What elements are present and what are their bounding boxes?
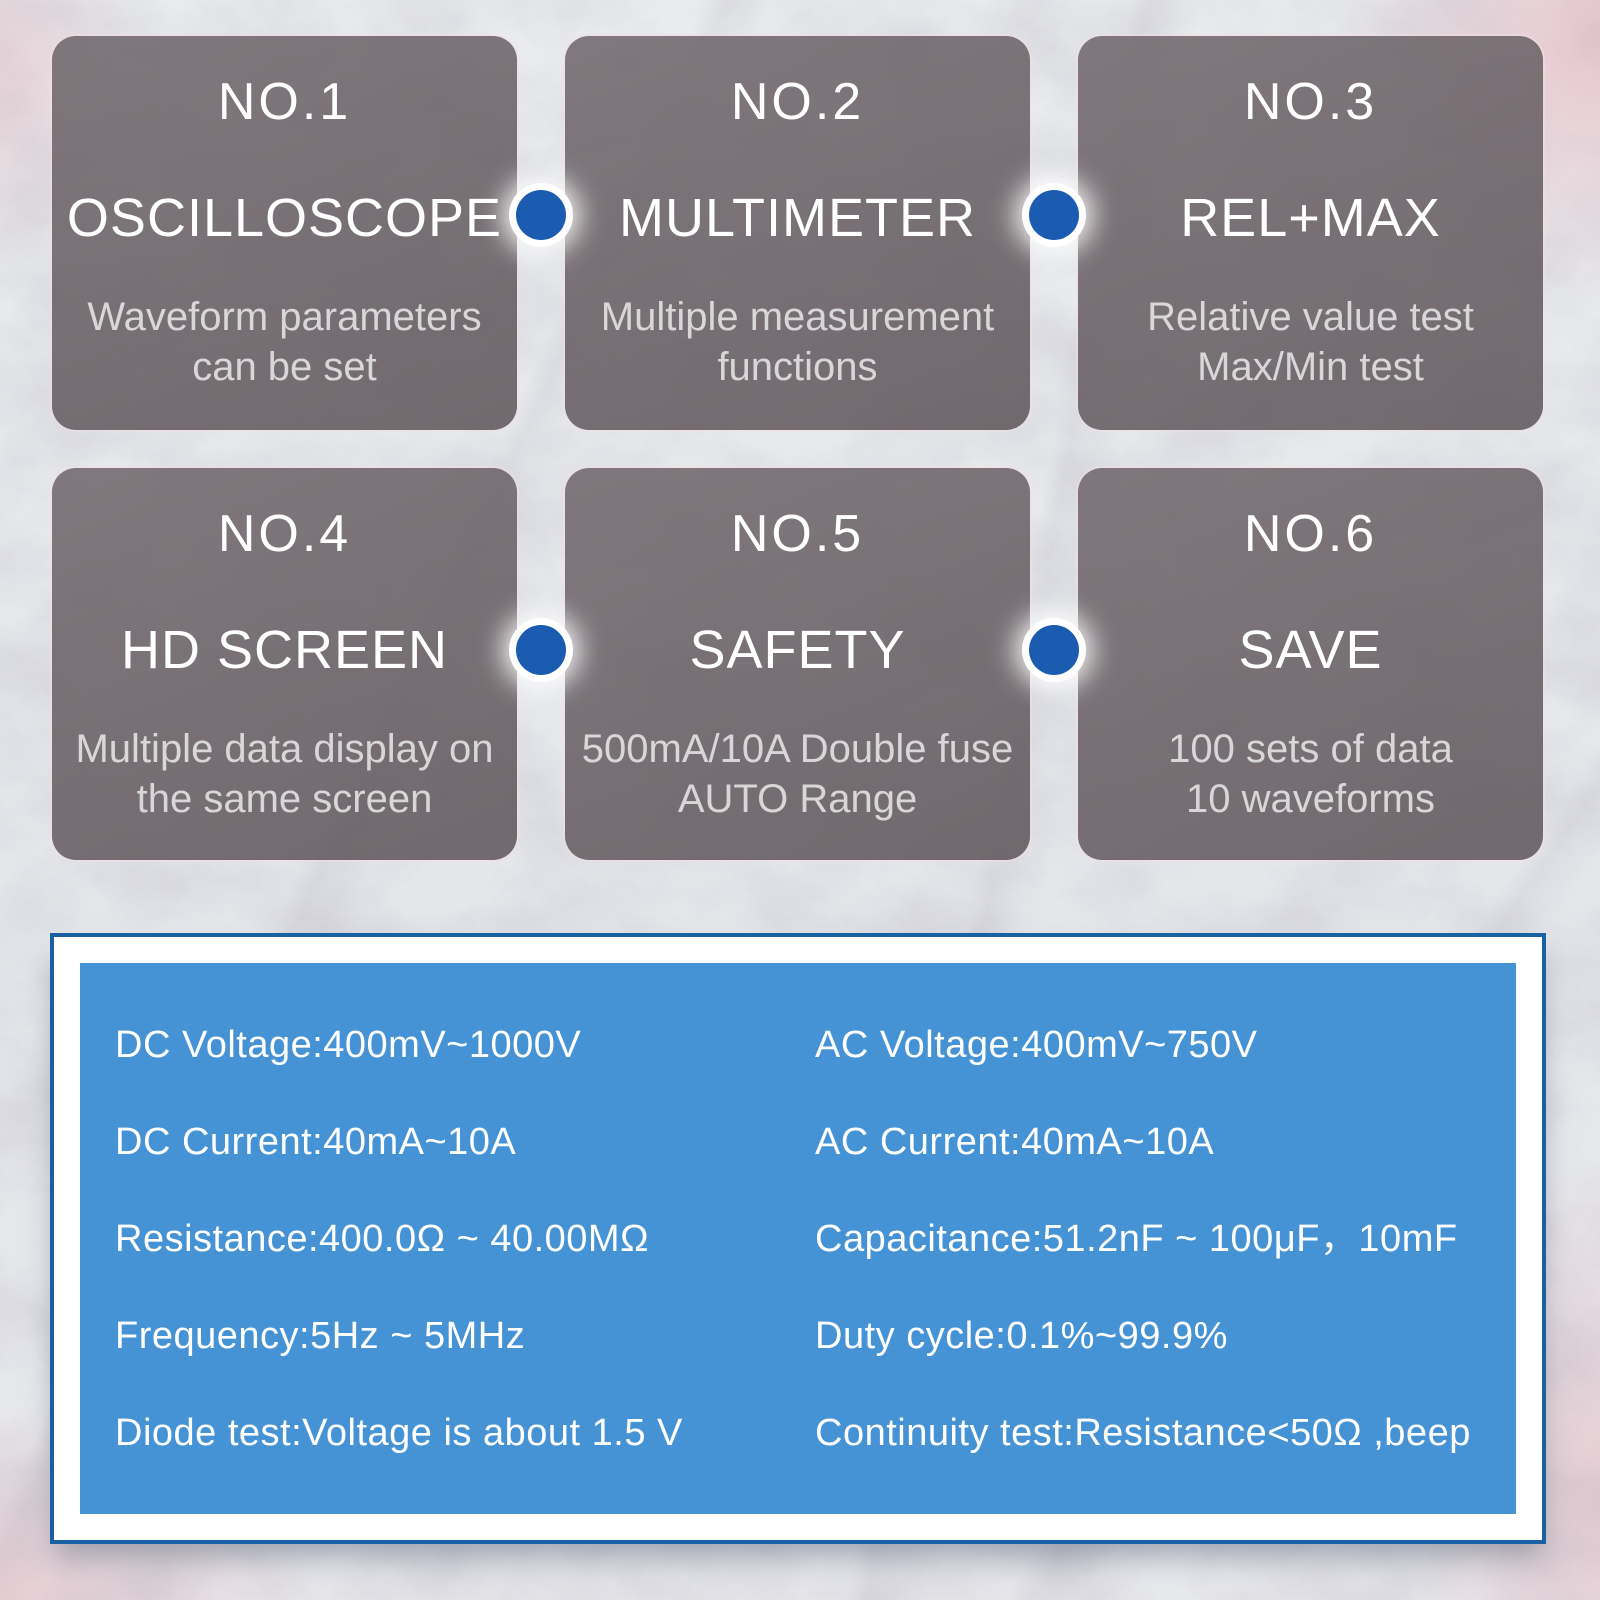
feature-title: MULTIMETER: [619, 188, 976, 248]
feature-number: NO.6: [1243, 505, 1378, 563]
spec-item-dc-current: DC Current:40mA~10A: [115, 1121, 517, 1163]
spec-item-resistance: Resistance:400.0Ω ~ 40.00MΩ: [115, 1218, 649, 1260]
spec-item-ac-current: AC Current:40mA~10A: [815, 1121, 1215, 1163]
connector-dot-icon: [1029, 625, 1079, 675]
feature-title: HD SCREEN: [120, 620, 449, 680]
spec-item-continuity-test: Continuity test:Resistance<50Ω ,beep: [815, 1412, 1471, 1454]
feature-number: NO.3: [1243, 73, 1378, 131]
spec-item-dc-voltage: DC Voltage:400mV~1000V: [115, 1024, 582, 1066]
feature-title: SAFETY: [689, 620, 906, 680]
spec-row: Diode test:Voltage is about 1.5 V Contin…: [80, 1407, 1516, 1459]
feature-grid: NO.1 OSCILLOSCOPE Waveform parameters ca…: [52, 36, 1543, 860]
feature-number: NO.5: [730, 505, 865, 563]
connector-dot-icon: [1029, 190, 1079, 240]
spec-item-frequency: Frequency:5Hz ~ 5MHz: [115, 1315, 526, 1357]
connector-dot-icon: [516, 190, 566, 240]
spec-item-duty-cycle: Duty cycle:0.1%~99.9%: [815, 1315, 1228, 1357]
feature-card-multimeter: NO.2 MULTIMETER Multiple measurement fun…: [565, 36, 1030, 430]
feature-description: Waveform parameters can be set: [87, 295, 482, 389]
spec-item-capacitance: Capacitance:51.2nF ~ 100μF，10mF: [815, 1218, 1458, 1260]
spec-panel: DC Voltage:400mV~1000V AC Voltage:400mV~…: [50, 933, 1546, 1544]
feature-title: SAVE: [1238, 620, 1383, 680]
feature-description: Multiple measurement functions: [600, 295, 995, 389]
spec-item-ac-voltage: AC Voltage:400mV~750V: [815, 1024, 1258, 1066]
feature-number: NO.4: [217, 505, 352, 563]
spec-row: DC Voltage:400mV~1000V AC Voltage:400mV~…: [80, 1019, 1516, 1071]
feature-card-oscilloscope: NO.1 OSCILLOSCOPE Waveform parameters ca…: [52, 36, 517, 430]
spec-item-diode-test: Diode test:Voltage is about 1.5 V: [115, 1412, 683, 1454]
feature-card-rel-max: NO.3 REL+MAX Relative value test Max/Min…: [1078, 36, 1543, 430]
feature-number: NO.2: [730, 73, 865, 131]
feature-description: 500mA/10A Double fuse AUTO Range: [581, 727, 1014, 821]
feature-card-safety: NO.5 SAFETY 500mA/10A Double fuse AUTO R…: [565, 468, 1030, 860]
spec-row: DC Current:40mA~10A AC Current:40mA~10A: [80, 1116, 1516, 1168]
spec-panel-fill: DC Voltage:400mV~1000V AC Voltage:400mV~…: [80, 963, 1516, 1514]
connector-dot-icon: [516, 625, 566, 675]
feature-title: REL+MAX: [1180, 188, 1441, 248]
feature-description: Multiple data display on the same screen: [75, 727, 494, 821]
feature-number: NO.1: [217, 73, 352, 131]
feature-description: 100 sets of data 10 waveforms: [1168, 727, 1453, 821]
feature-card-hd-screen: NO.4 HD SCREEN Multiple data display on …: [52, 468, 517, 860]
spec-row: Resistance:400.0Ω ~ 40.00MΩ Capacitance:…: [80, 1213, 1516, 1265]
feature-description: Relative value test Max/Min test: [1147, 295, 1474, 389]
spec-row: Frequency:5Hz ~ 5MHz Duty cycle:0.1%~99.…: [80, 1310, 1516, 1362]
feature-title: OSCILLOSCOPE: [66, 188, 503, 248]
feature-card-save: NO.6 SAVE 100 sets of data 10 waveforms: [1078, 468, 1543, 860]
